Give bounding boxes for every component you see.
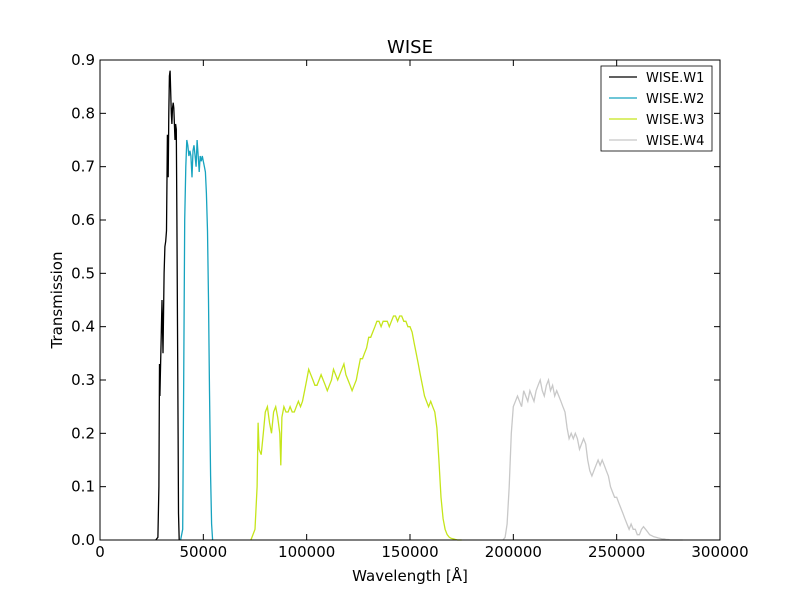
- y-tick-label: 0.0: [71, 531, 95, 549]
- chart-title: WISE: [387, 37, 433, 58]
- legend-label-1: WISE.W2: [646, 92, 704, 107]
- y-tick-label: 0.8: [71, 104, 95, 122]
- x-tick-label: 0: [95, 543, 105, 561]
- legend-label-2: WISE.W3: [646, 113, 704, 128]
- x-tick-label: 200000: [485, 543, 542, 561]
- series-line-2: [250, 315, 462, 541]
- x-tick-label: 250000: [588, 543, 645, 561]
- ticks-layer: 0 50000 100000 150000 200000 250000 300000 0.0 0…: [71, 51, 748, 561]
- y-axis-label: Transmission: [48, 252, 66, 350]
- legend-box: [600, 65, 713, 152]
- y-tick-label: 0.6: [71, 211, 95, 229]
- series-line-3: [502, 377, 683, 541]
- y-tick-label: 0.1: [71, 478, 95, 496]
- x-tick-label: 100000: [278, 543, 335, 561]
- series-layer: [155, 70, 683, 541]
- x-axis-label: Wavelength [Å]: [352, 566, 468, 585]
- series-line-0: [155, 70, 180, 541]
- legend-label-0: WISE.W1: [646, 71, 704, 86]
- x-tick-label: 150000: [381, 543, 438, 561]
- x-tick-label: 300000: [691, 543, 748, 561]
- legend: WISE.W1 WISE.W2 WISE.W3 WISE.W4: [600, 65, 713, 152]
- y-tick-label: 0.5: [71, 264, 95, 282]
- y-tick-label: 0.7: [71, 158, 95, 176]
- y-tick-label: 0.4: [71, 318, 95, 336]
- y-tick-label: 0.9: [71, 51, 95, 69]
- plot-frame: [99, 59, 721, 541]
- x-tick-label: 50000: [179, 543, 227, 561]
- y-tick-label: 0.3: [71, 371, 95, 389]
- legend-label-3: WISE.W4: [646, 134, 704, 149]
- series-line-1: [179, 139, 214, 541]
- y-tick-label: 0.2: [71, 424, 95, 442]
